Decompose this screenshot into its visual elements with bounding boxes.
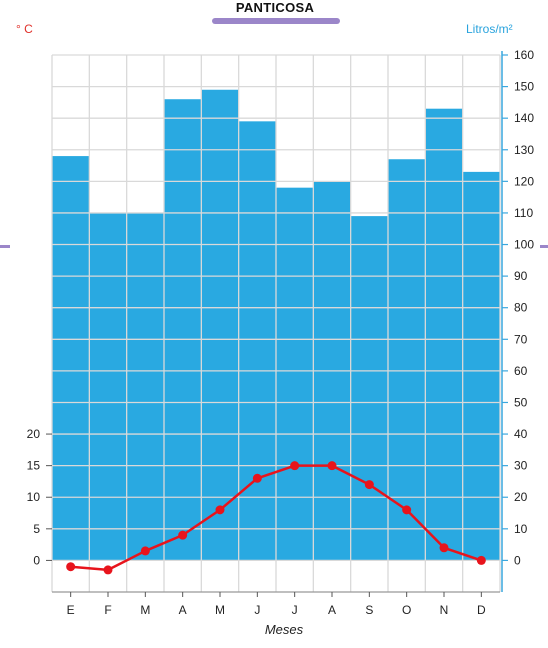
x-tick-label: D bbox=[477, 603, 486, 617]
right-tick-label: 0 bbox=[514, 553, 521, 567]
x-tick-label: J bbox=[292, 603, 298, 617]
x-tick-label: N bbox=[440, 603, 449, 617]
right-tick-label: 80 bbox=[514, 301, 528, 315]
precipitation-unit-label: Litros/m² bbox=[466, 22, 513, 36]
right-tick-label: 50 bbox=[514, 395, 528, 409]
precipitation-bar bbox=[388, 159, 426, 561]
right-tick-label: 100 bbox=[514, 238, 534, 252]
temperature-point bbox=[66, 562, 76, 572]
temperature-point bbox=[290, 461, 300, 471]
temperature-point bbox=[327, 461, 337, 471]
precipitation-bar bbox=[52, 156, 90, 561]
right-tick-label: 70 bbox=[514, 332, 528, 346]
temperature-point bbox=[140, 546, 150, 556]
temperature-point bbox=[103, 565, 113, 575]
right-tick-label: 30 bbox=[514, 459, 528, 473]
precipitation-bar bbox=[276, 187, 314, 561]
temperature-point bbox=[252, 473, 262, 483]
left-tick-label: 5 bbox=[33, 522, 40, 536]
right-tick-label: 10 bbox=[514, 522, 528, 536]
x-tick-label: M bbox=[215, 603, 225, 617]
precipitation-bar bbox=[238, 121, 276, 561]
left-tick-label: 0 bbox=[33, 553, 40, 567]
precipitation-bar bbox=[425, 108, 463, 561]
x-tick-label: E bbox=[67, 603, 75, 617]
right-tick-label: 20 bbox=[514, 490, 528, 504]
right-tick-label: 140 bbox=[514, 111, 534, 125]
temperature-point bbox=[439, 543, 449, 553]
x-tick-label: F bbox=[104, 603, 111, 617]
temperature-unit-label: ° C bbox=[16, 22, 33, 36]
left-tick-label: 20 bbox=[27, 427, 41, 441]
right-tick-label: 120 bbox=[514, 174, 534, 188]
precipitation-bar bbox=[89, 212, 127, 561]
left-tick-label: 15 bbox=[27, 459, 41, 473]
x-tick-label: A bbox=[328, 603, 336, 617]
temperature-line bbox=[70, 464, 482, 572]
temperature-point bbox=[364, 480, 374, 490]
temperature-point bbox=[215, 505, 225, 515]
temperature-point bbox=[476, 555, 486, 565]
right-tick-label: 60 bbox=[514, 364, 528, 378]
precipitation-bar bbox=[164, 99, 202, 561]
right-tick-label: 130 bbox=[514, 143, 534, 157]
x-tick-label: A bbox=[179, 603, 187, 617]
temperature-point bbox=[178, 530, 188, 540]
precipitation-bar bbox=[126, 212, 164, 561]
left-tick-label: 10 bbox=[27, 490, 41, 504]
x-tick-label: M bbox=[140, 603, 150, 617]
right-tick-label: 40 bbox=[514, 427, 528, 441]
right-edge-mark bbox=[540, 245, 548, 248]
precipitation-bar bbox=[350, 216, 388, 561]
left-edge-mark bbox=[0, 245, 10, 248]
precipitation-bar bbox=[201, 89, 239, 561]
x-tick-label: O bbox=[402, 603, 411, 617]
right-tick-label: 160 bbox=[514, 48, 534, 62]
x-tick-label: S bbox=[365, 603, 373, 617]
x-tick-label: J bbox=[254, 603, 260, 617]
right-tick-label: 150 bbox=[514, 80, 534, 94]
x-axis-label: Meses bbox=[265, 622, 304, 637]
chart-title: PANTICOSA bbox=[235, 0, 315, 15]
precipitation-bar bbox=[462, 171, 500, 561]
temperature-point bbox=[402, 505, 412, 515]
right-tick-label: 90 bbox=[514, 269, 528, 283]
right-tick-label: 110 bbox=[514, 206, 533, 220]
title-underline bbox=[212, 18, 340, 24]
